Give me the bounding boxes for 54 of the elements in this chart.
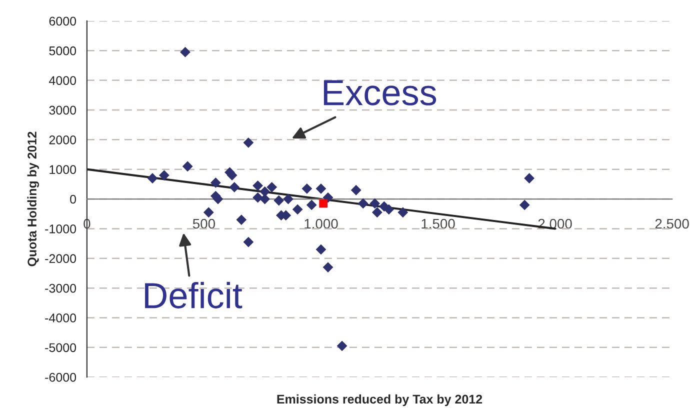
point: [306, 200, 317, 210]
point: [180, 46, 190, 58]
y-tick-label: -5000: [45, 343, 76, 352]
point: [524, 173, 534, 184]
point: [370, 198, 380, 209]
y-tick-label: -3000: [45, 284, 76, 293]
annotation: Deficit: [145, 282, 242, 308]
y-tick-label: 1000: [50, 165, 76, 174]
y-axis-title: Quota Holding by 2012: [27, 132, 39, 266]
point: [203, 207, 214, 218]
point: [229, 182, 240, 192]
point: [384, 204, 394, 215]
y-tick-label: -1000: [45, 224, 76, 234]
y-tick-label: 3000: [49, 106, 76, 115]
point: [322, 192, 334, 203]
point: [274, 195, 284, 206]
annotation: Excess: [324, 80, 436, 106]
y-tick-label: -6000: [45, 372, 76, 382]
y-tick-label: 5000: [49, 46, 76, 56]
x-axis-title: Emissions reduced by Tax by 2012: [277, 394, 482, 406]
point: [398, 207, 408, 218]
x-tick-label: 500: [192, 218, 216, 229]
point: [519, 200, 530, 210]
point: [243, 236, 254, 248]
y-tick-label: -2000: [45, 254, 76, 264]
point: [283, 194, 294, 204]
point: [350, 184, 362, 196]
point: [243, 137, 254, 148]
point: [260, 186, 270, 197]
point: [182, 161, 193, 172]
point: [147, 173, 158, 184]
point: [292, 204, 303, 215]
point: [319, 199, 328, 208]
y-tick-label: 6000: [49, 16, 76, 26]
point: [316, 244, 326, 255]
point: [252, 180, 263, 191]
point: [302, 183, 312, 194]
point: [358, 198, 368, 209]
y-tick-label: 2000: [49, 135, 76, 144]
point: [236, 214, 247, 225]
point: [372, 207, 382, 218]
point: [266, 182, 278, 192]
point: [158, 170, 170, 180]
x-tick-label: 1.500: [422, 218, 455, 229]
point: [336, 340, 348, 352]
y-tick-label: -4000: [45, 314, 76, 322]
point: [322, 262, 334, 272]
point: [210, 178, 221, 188]
point: [316, 183, 326, 194]
y-tick-label: 4000: [49, 76, 76, 85]
y-tick-label: 0: [70, 194, 76, 204]
point: [260, 194, 270, 204]
x-tick-label: 2.500: [655, 218, 689, 229]
x-tick-label: 1.000: [304, 218, 338, 229]
